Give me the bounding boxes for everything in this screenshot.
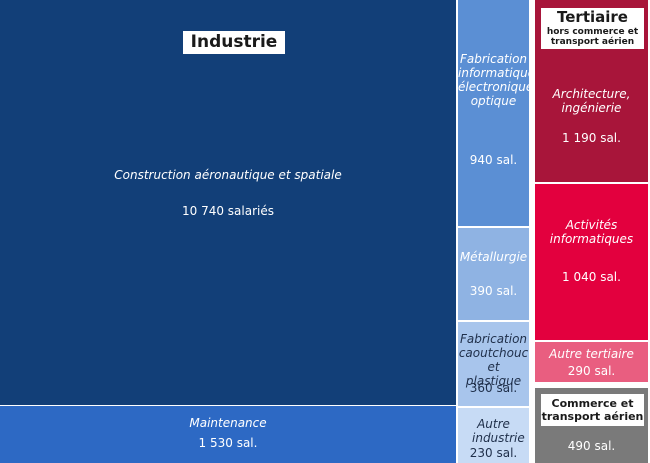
cell-value: 360 sal.: [469, 381, 518, 395]
cell-value: 490 sal.: [567, 439, 616, 453]
group-title: Tertiaire: [557, 8, 628, 26]
group-header-commerce: Commerce et transport aérien: [541, 394, 644, 426]
cell-label: Construction aéronautique et spatiale: [114, 168, 342, 182]
treemap-cell-activites-informatiques: Activités informatiques 1 040 sal.: [535, 184, 648, 340]
cell-value: 1 040 sal.: [562, 270, 621, 284]
cell-value: 230 sal.: [469, 446, 518, 460]
cell-value: 390 sal.: [469, 284, 518, 298]
cell-value: 940 sal.: [469, 153, 518, 167]
cell-label: Fabrication informatique, électronique, …: [458, 52, 529, 108]
cell-value: 290 sal.: [567, 364, 616, 378]
group-title: Commerce et transport aérien: [541, 397, 644, 423]
treemap-cell-metallurgie: Métallurgie 390 sal.: [458, 228, 529, 320]
treemap-cell-autre-tertiaire: Autre tertiaire 290 sal.: [535, 342, 648, 382]
cell-label: Métallurgie: [459, 250, 528, 264]
cell-label: Architecture, ingénierie: [552, 87, 631, 115]
cell-label: Fabrication caoutchouc et plastique: [458, 332, 529, 388]
treemap-cell-construction-aeronautique: Construction aéronautique et spatiale 10…: [0, 0, 456, 405]
cell-label: Maintenance: [189, 416, 267, 430]
treemap-cell-autre-industrie: Autre industrie 230 sal.: [458, 408, 529, 463]
treemap-cell-fabrication-informatique: Fabrication informatique, électronique, …: [458, 0, 529, 226]
group-header-industrie: Industrie: [183, 31, 285, 54]
cell-value: 1 190 sal.: [562, 131, 621, 145]
cell-value: 10 740 salariés: [182, 204, 274, 218]
group-title: Industrie: [190, 32, 278, 52]
cell-label: Activités informatiques: [549, 218, 634, 246]
treemap-cell-maintenance: Maintenance 1 530 sal.: [0, 406, 456, 463]
cell-label: Autre tertiaire: [549, 347, 634, 361]
cell-label: Autre industrie: [472, 417, 525, 445]
group-subtitle: hors commerce et transport aérien: [546, 27, 639, 47]
treemap-cell-caoutchouc-plastique: Fabrication caoutchouc et plastique 360 …: [458, 322, 529, 406]
group-header-tertiaire: Tertiaire hors commerce et transport aér…: [541, 8, 644, 49]
cell-value: 1 530 sal.: [198, 436, 258, 450]
